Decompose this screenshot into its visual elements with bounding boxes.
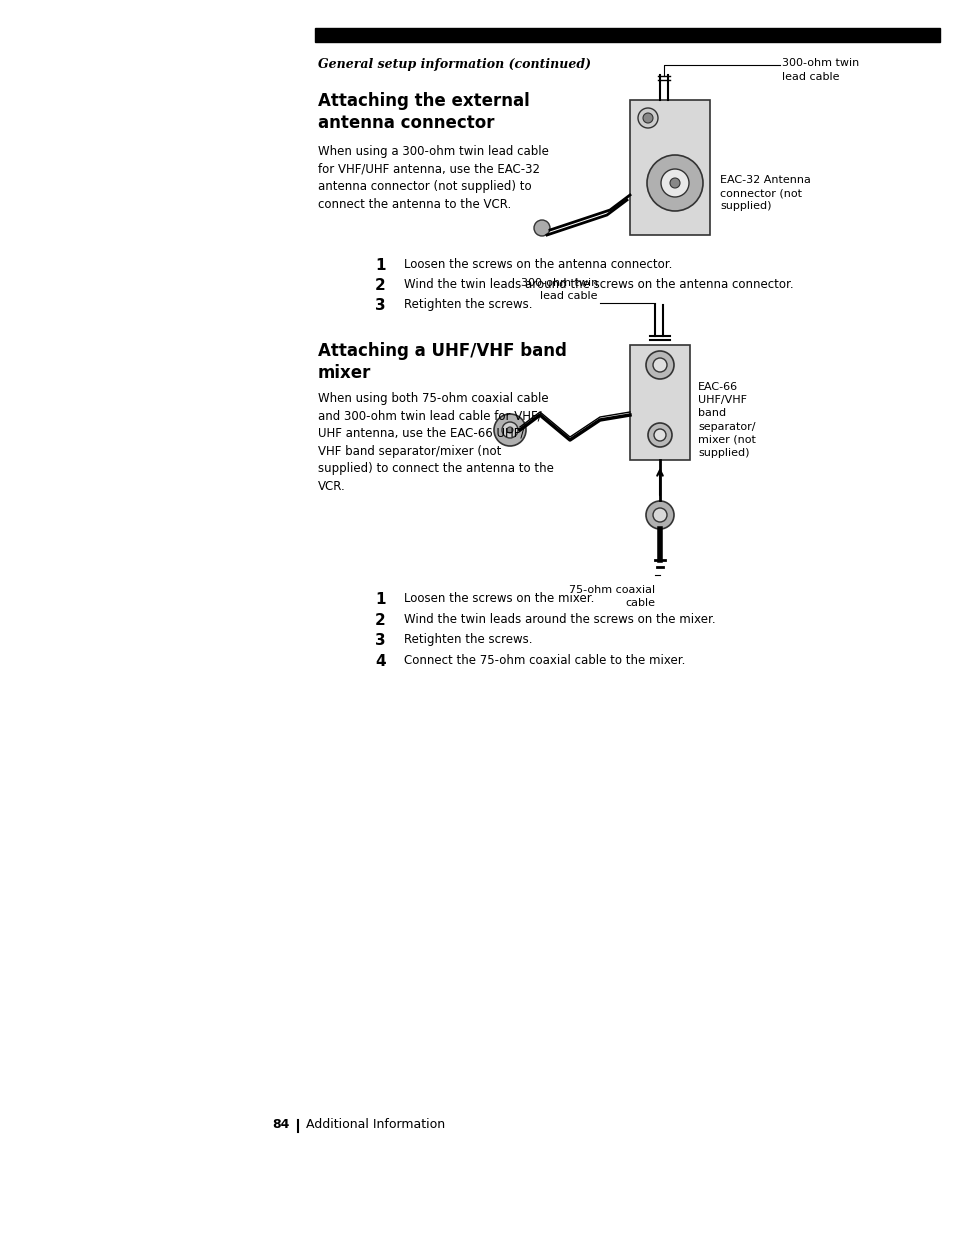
Text: Wind the twin leads around the screws on the antenna connector.: Wind the twin leads around the screws on… (403, 277, 793, 291)
Text: EAC-32 Antenna
connector (not
supplied): EAC-32 Antenna connector (not supplied) (720, 175, 810, 211)
Circle shape (645, 501, 673, 529)
Circle shape (660, 169, 688, 197)
Text: Attaching a UHF/VHF band
mixer: Attaching a UHF/VHF band mixer (317, 342, 566, 382)
Text: 2: 2 (375, 613, 385, 628)
Text: Loosen the screws on the mixer.: Loosen the screws on the mixer. (403, 592, 594, 605)
Text: When using a 300-ohm twin lead cable
for VHF/UHF antenna, use the EAC-32
antenna: When using a 300-ohm twin lead cable for… (317, 145, 548, 211)
Text: 4: 4 (375, 653, 385, 670)
Bar (629, 345, 689, 460)
Text: 300-ohm twin
lead cable: 300-ohm twin lead cable (781, 58, 859, 81)
Circle shape (654, 429, 665, 441)
Circle shape (645, 351, 673, 379)
Text: When using both 75-ohm coaxial cable
and 300-ohm twin lead cable for VHF/
UHF an: When using both 75-ohm coaxial cable and… (317, 392, 554, 492)
Circle shape (646, 155, 702, 211)
Text: 2: 2 (375, 277, 385, 293)
Circle shape (494, 414, 525, 446)
Circle shape (652, 358, 666, 372)
Circle shape (669, 178, 679, 187)
Circle shape (642, 113, 652, 123)
Text: EAC-66
UHF/VHF
band
separator/
mixer (not
supplied): EAC-66 UHF/VHF band separator/ mixer (no… (698, 382, 755, 457)
Circle shape (647, 423, 671, 448)
Text: Retighten the screws.: Retighten the screws. (403, 298, 532, 311)
Text: Retighten the screws.: Retighten the screws. (403, 633, 532, 646)
Text: 1: 1 (375, 258, 385, 272)
Circle shape (506, 427, 513, 433)
Text: 3: 3 (375, 633, 385, 649)
Text: Wind the twin leads around the screws on the mixer.: Wind the twin leads around the screws on… (403, 613, 715, 626)
Circle shape (638, 109, 658, 128)
Text: 3: 3 (375, 298, 385, 313)
Circle shape (501, 422, 517, 438)
Text: General setup information (continued): General setup information (continued) (317, 58, 590, 72)
Text: 1: 1 (375, 592, 385, 607)
Text: Attaching the external
antenna connector: Attaching the external antenna connector (317, 92, 529, 132)
Text: Loosen the screws on the antenna connector.: Loosen the screws on the antenna connect… (403, 258, 672, 271)
Text: Additional Information: Additional Information (306, 1118, 445, 1131)
Text: Connect the 75-ohm coaxial cable to the mixer.: Connect the 75-ohm coaxial cable to the … (403, 653, 684, 667)
Text: 300-ohm twin
lead cable: 300-ohm twin lead cable (520, 277, 598, 301)
Text: 75-ohm coaxial
cable: 75-ohm coaxial cable (568, 584, 655, 608)
Circle shape (534, 219, 550, 236)
Text: 84: 84 (273, 1118, 290, 1131)
Bar (629, 100, 709, 236)
Circle shape (652, 508, 666, 522)
Bar (314, 28, 939, 42)
